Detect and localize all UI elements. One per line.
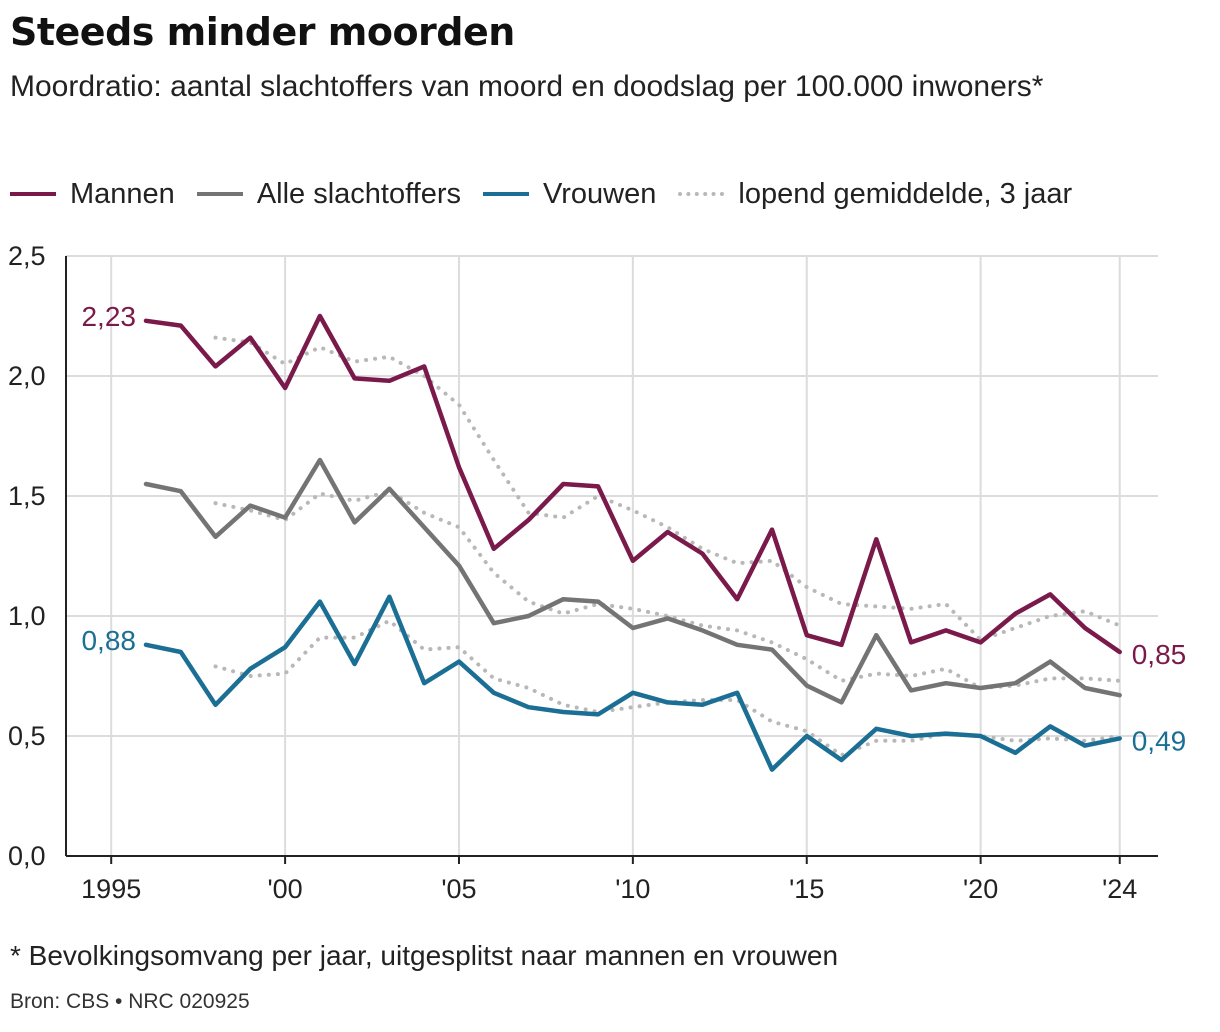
legend-item-vrouwen: Vrouwen: [483, 178, 656, 211]
legend-label-alle: Alle slachtoffers: [256, 177, 461, 210]
data-label-vrouwen-end: 0,49: [1132, 725, 1187, 756]
legend-label-gemiddelde: lopend gemiddelde, 3 jaar: [738, 177, 1073, 210]
series-line-vrouwen-2: [143, 594, 1122, 772]
legend-label-mannen: Mannen: [70, 177, 175, 210]
x-tick-label: '15: [789, 874, 824, 904]
series-line-alle-slachtoffers-1: [143, 457, 1122, 705]
legend: Mannen Alle slachtoffers Vrouwen lopend …: [10, 172, 1094, 216]
y-tick-label: 0,0: [8, 841, 46, 871]
x-tick-label: 1995: [81, 874, 141, 904]
y-tick-label: 1,0: [8, 601, 46, 631]
data-label-mannen-end: 0,85: [1132, 639, 1187, 670]
series-line-mannen-0: [143, 313, 1122, 655]
x-tick-label: '24: [1102, 874, 1137, 904]
y-tick-label: 2,0: [8, 361, 46, 391]
chart-title: Steeds minder moorden: [10, 10, 515, 54]
y-tick-label: 0,5: [8, 721, 46, 751]
legend-swatch-alle: [196, 192, 243, 196]
legend-item-mannen: Mannen: [10, 178, 175, 211]
x-tick-label: '05: [441, 874, 476, 904]
data-label-mannen-start: 2,23: [81, 301, 136, 332]
footnote: * Bevolkingsomvang per jaar, uitgesplits…: [10, 940, 839, 971]
legend-swatch-gemiddelde: [678, 192, 725, 196]
line-chart: 0,0 0,5 1,0 1,5 2,0 2,5 1995 '00 '05 '10 '15 '20 '24…: [8, 241, 1187, 904]
y-tick-label: 1,5: [8, 481, 46, 511]
x-tick-label: '00: [268, 874, 303, 904]
data-label-vrouwen-start: 0,88: [81, 625, 136, 656]
legend-label-vrouwen: Vrouwen: [543, 177, 657, 210]
chart-subtitle: Moordratio: aantal slachtoffers van moor…: [10, 70, 1044, 103]
series-line-lopend-gemiddelde-3-jaar-3: [213, 335, 1122, 642]
legend-item-gemiddelde: lopend gemiddelde, 3 jaar: [678, 178, 1072, 211]
legend-swatch-mannen: [10, 192, 56, 196]
source-line: Bron: CBS • NRC 020925: [10, 990, 250, 1013]
x-tick-label: '10: [615, 874, 650, 904]
legend-swatch-vrouwen: [483, 192, 529, 196]
y-tick-label: 2,5: [8, 241, 46, 271]
legend-item-alle: Alle slachtoffers: [196, 177, 461, 211]
series-line-lopend-gemiddelde-3-jaar-4: [213, 489, 1122, 690]
x-tick-label: '20: [963, 874, 998, 904]
